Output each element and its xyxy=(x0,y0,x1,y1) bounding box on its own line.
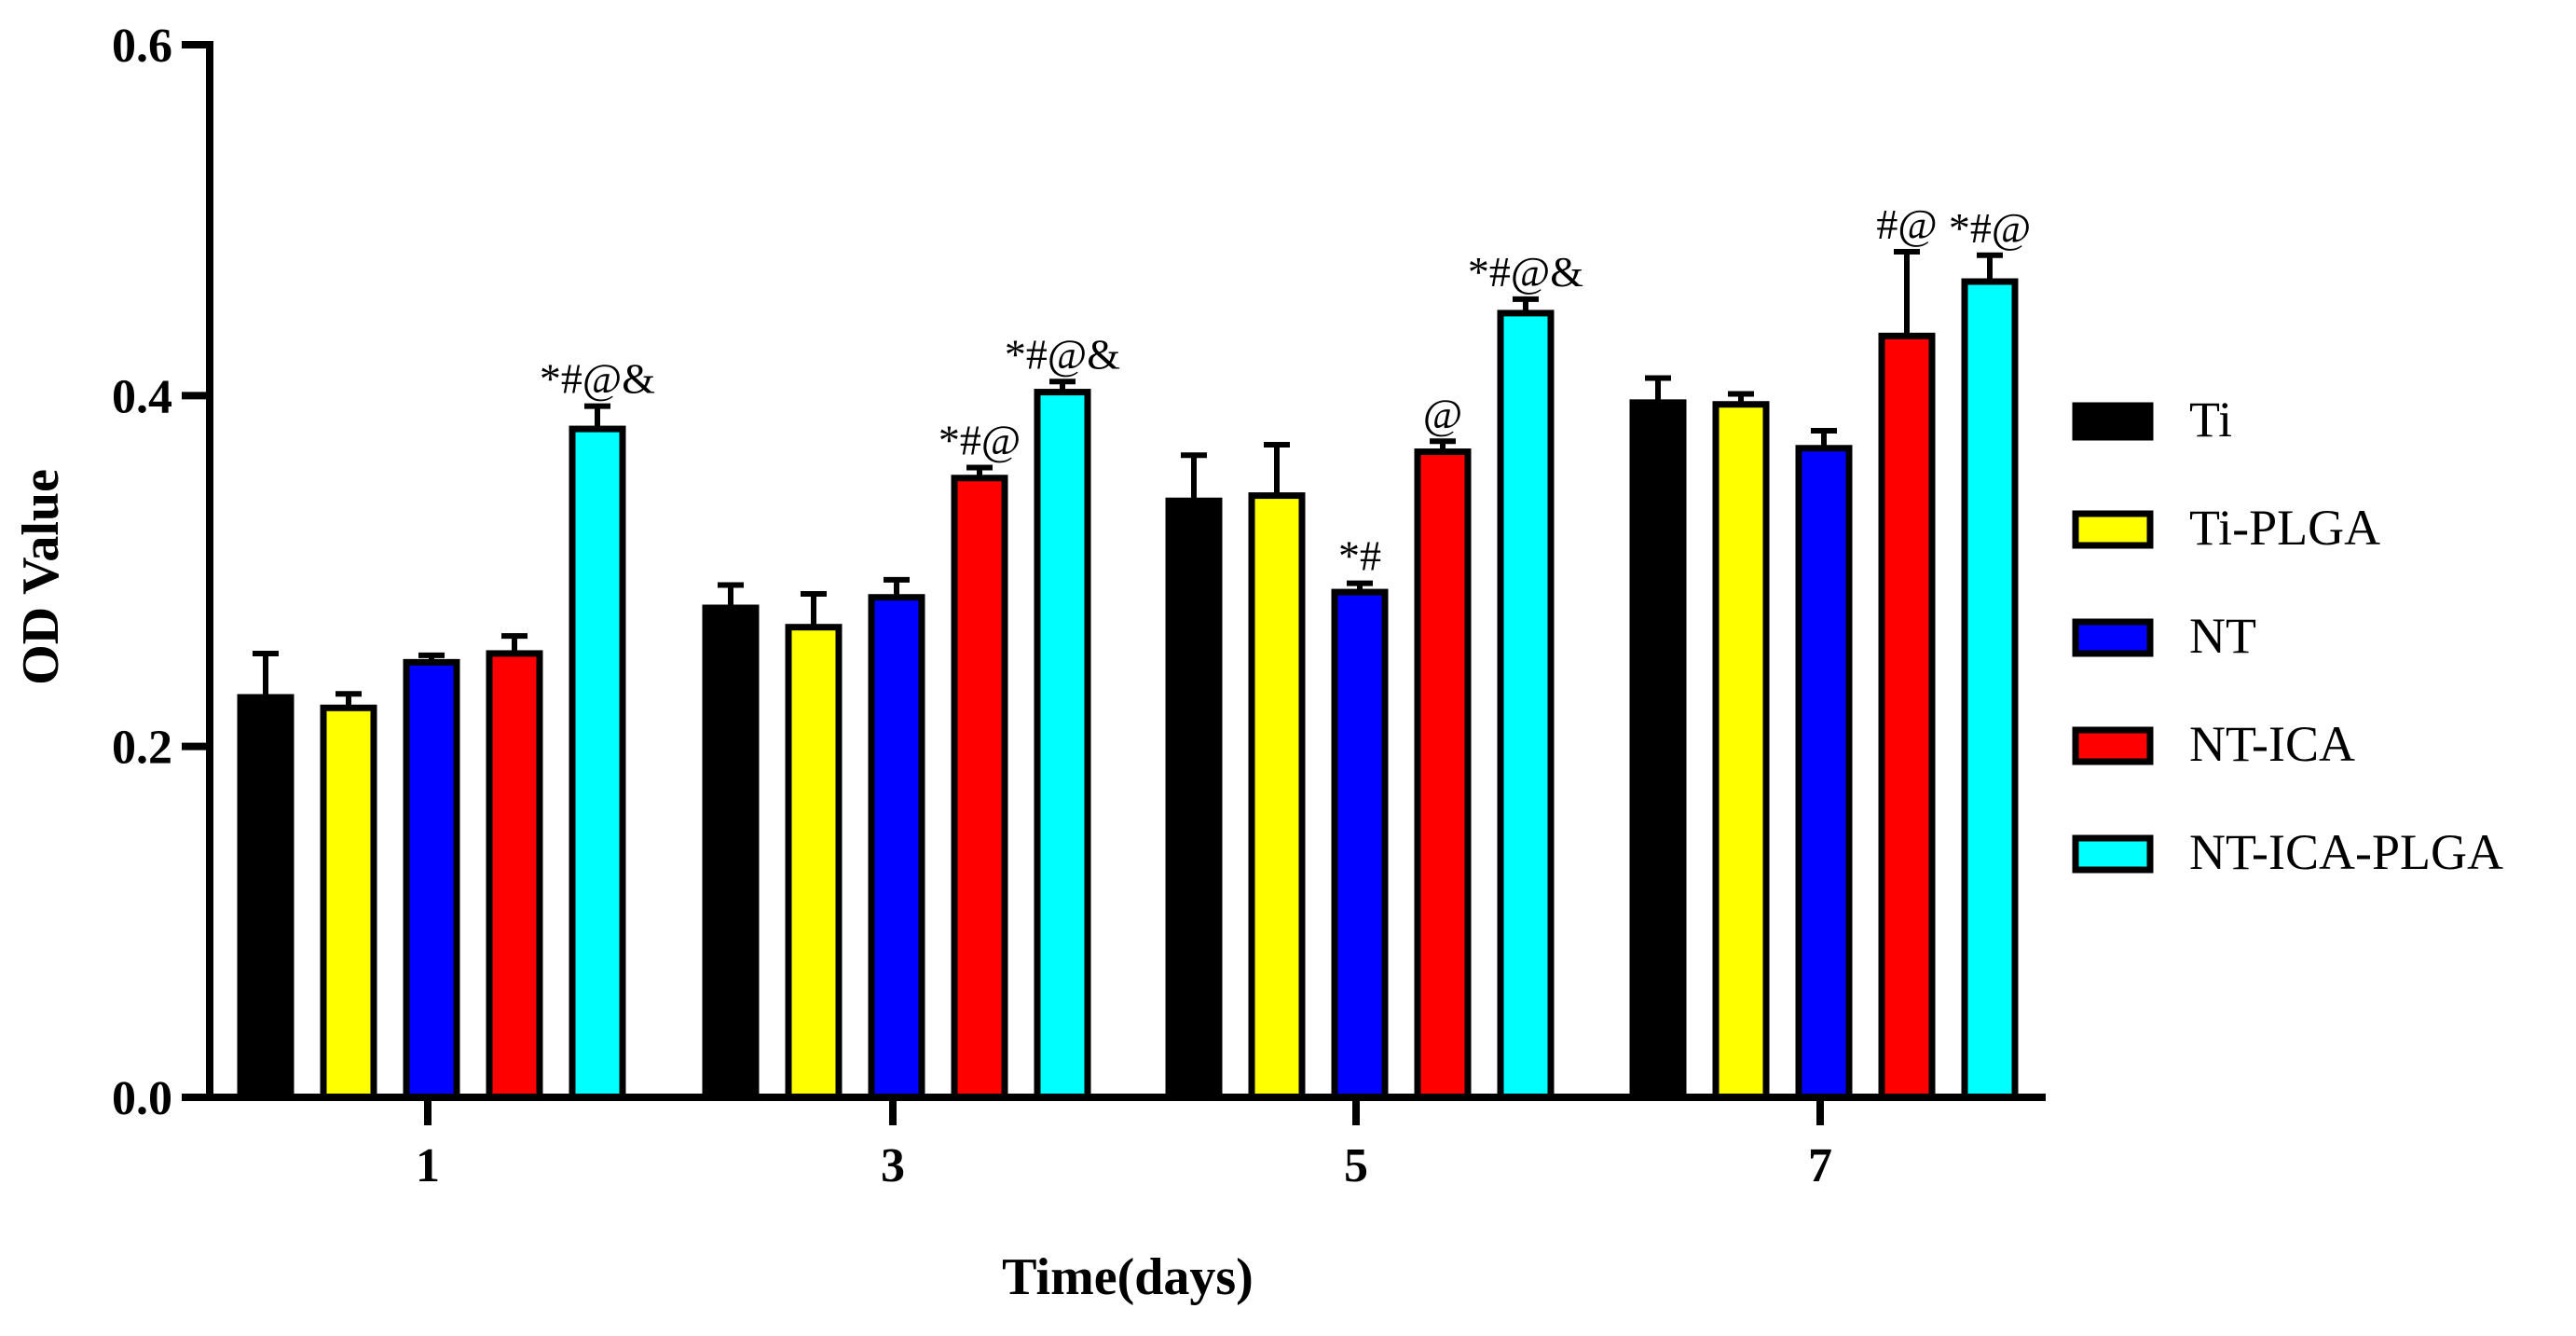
legend: Ti Ti-PLGA NT NT-ICA NT-ICA-PLGA xyxy=(2072,392,2503,880)
significance-annotation-nt-ica-day-5: @ xyxy=(1423,390,1462,437)
bar-nt-ica-plga-day-5 xyxy=(1497,310,1555,1101)
x-tick-label: 3 xyxy=(881,1139,905,1192)
significance-annotation-nt-ica-plga-day-1: *#@& xyxy=(540,355,655,403)
x-tick-label: 5 xyxy=(1344,1139,1368,1192)
significance-annotation-nt-ica-plga-day-5: *#@& xyxy=(1468,248,1583,296)
bar-nt-day-5 xyxy=(1331,588,1389,1101)
legend-label-nt: NT xyxy=(2189,608,2256,664)
bar-ti-plga-day-5 xyxy=(1248,492,1306,1101)
y-tick-label: 0.2 xyxy=(112,722,172,775)
significance-annotation-nt-ica-day-3: *#@ xyxy=(939,416,1021,463)
bar-nt-ica-day-3 xyxy=(951,475,1008,1101)
legend-swatch-ti-plga xyxy=(2072,510,2154,549)
x-tick-label: 1 xyxy=(416,1139,440,1192)
legend-label-nt-ica: NT-ICA xyxy=(2189,716,2355,772)
bar-nt-ica-plga-day-3 xyxy=(1034,389,1091,1101)
annotations-layer: *#@&*#@*#@&*#@*#@&#@ *#@ xyxy=(540,200,2031,580)
x-tick-label: 7 xyxy=(1808,1139,1832,1192)
y-axis-title: OD Value xyxy=(12,469,70,685)
significance-annotation-nt-ica-plga-day-7: *#@ xyxy=(1949,204,2031,252)
significance-annotation-nt-ica-day-7: #@ xyxy=(1876,200,1937,248)
legend-label-nt-ica-plga: NT-ICA-PLGA xyxy=(2189,824,2503,880)
bar-nt-ica-day-1 xyxy=(486,650,543,1101)
bar-nt-day-3 xyxy=(868,594,925,1101)
significance-annotation-nt-ica-plga-day-3: *#@& xyxy=(1005,330,1120,378)
bar-nt-day-1 xyxy=(403,658,460,1101)
bars-layer xyxy=(237,278,2019,1101)
error-bars-layer xyxy=(253,249,2003,709)
bar-ti-day-1 xyxy=(237,694,295,1101)
bar-nt-ica-plga-day-7 xyxy=(1961,278,2019,1101)
bar-ti-day-7 xyxy=(1629,399,1687,1101)
legend-swatch-ti xyxy=(2072,402,2154,441)
legend-swatch-nt-ica-plga xyxy=(2072,834,2154,874)
bar-ti-day-5 xyxy=(1165,497,1223,1101)
bar-nt-ica-day-5 xyxy=(1414,448,1472,1101)
axes-layer: 0.0 0.2 0.4 0.6 1 3 5 7 xyxy=(112,20,2046,1192)
legend-label-ti: Ti xyxy=(2189,392,2232,448)
bar-nt-ica-plga-day-1 xyxy=(569,425,626,1101)
x-axis-title: Time(days) xyxy=(1002,1248,1254,1306)
y-tick-label: 0.6 xyxy=(112,20,172,73)
bar-nt-ica-day-7 xyxy=(1878,332,1936,1101)
legend-label-ti-plga: Ti-PLGA xyxy=(2189,500,2380,556)
y-tick-label: 0.4 xyxy=(112,370,172,423)
bar-ti-plga-day-7 xyxy=(1712,401,1770,1101)
legend-swatch-nt-ica xyxy=(2072,726,2154,765)
significance-annotation-nt-day-5: *# xyxy=(1338,532,1381,580)
bar-nt-day-7 xyxy=(1795,445,1853,1101)
bar-ti-day-3 xyxy=(702,604,760,1101)
y-tick-label: 0.0 xyxy=(112,1072,172,1125)
bar-ti-plga-day-3 xyxy=(785,624,843,1101)
bar-ti-plga-day-1 xyxy=(320,704,377,1101)
legend-swatch-nt xyxy=(2072,618,2154,657)
